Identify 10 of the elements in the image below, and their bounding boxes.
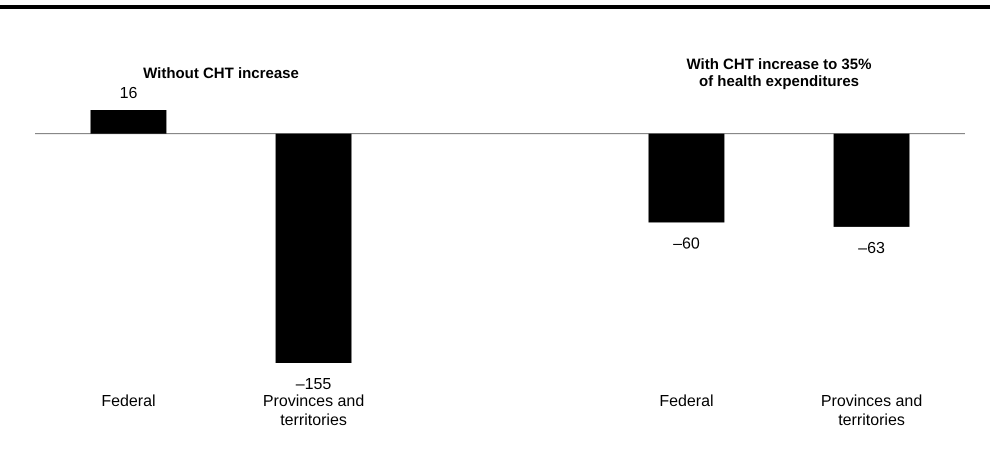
chart-title: Without CHT increase (143, 65, 299, 82)
chart-title: With CHT increase to 35% of health expenditures (686, 56, 872, 90)
x-tick-label: Provinces and territories (820, 393, 922, 429)
data-label: –63 (858, 240, 885, 257)
data-label: –60 (673, 235, 700, 252)
x-tick-label: Federal (101, 393, 156, 410)
data-label: –155 (296, 376, 332, 393)
x-tick-label: Provinces and territories (262, 393, 364, 429)
data-label: 16 (120, 85, 138, 102)
x-tick-label: Federal (659, 393, 714, 410)
